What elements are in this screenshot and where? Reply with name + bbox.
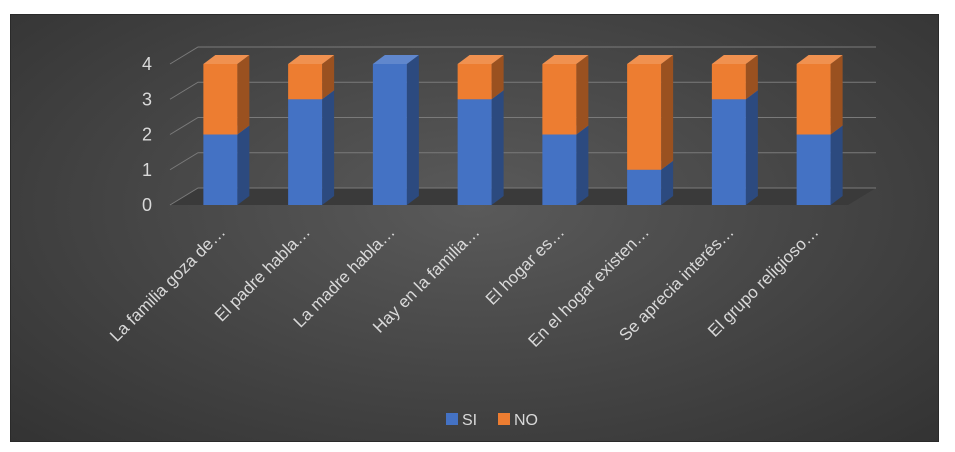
- bar-top-no: [288, 55, 335, 64]
- bar-side-si: [661, 160, 674, 205]
- bar-top-no: [457, 55, 504, 64]
- gridline: [169, 117, 876, 135]
- x-tick-label: El hogar es…: [482, 222, 568, 308]
- bar-side-si: [237, 125, 250, 205]
- bar-side-si: [745, 90, 758, 205]
- bar-segment-si: [796, 134, 831, 205]
- bar-top-no: [711, 55, 758, 64]
- bar-segment-no: [542, 64, 577, 135]
- bar-side-no: [237, 55, 250, 135]
- plot-floor: [170, 188, 876, 205]
- bar-top-si: [372, 55, 419, 64]
- bar-segment-no: [203, 64, 238, 135]
- bar-segment-si: [372, 64, 407, 205]
- legend-label-si: SI: [462, 412, 477, 429]
- bar-segment-si: [457, 99, 492, 205]
- y-tick-label: 2: [142, 125, 152, 145]
- bar-side-no: [745, 55, 758, 100]
- y-tick-label: 4: [142, 54, 152, 74]
- x-tick-label: La familia goza de…: [106, 222, 229, 345]
- bar-top-no: [796, 55, 843, 64]
- bar-side-si: [322, 90, 335, 205]
- bar-side-si: [406, 55, 419, 205]
- gridline: [169, 46, 876, 65]
- bar-side-si: [576, 125, 589, 205]
- bar-side-no: [830, 55, 843, 135]
- bar-segment-no: [796, 64, 831, 135]
- bar-side-no: [661, 55, 674, 170]
- bar-segment-si: [288, 99, 323, 205]
- y-tick-label: 0: [142, 195, 152, 215]
- bar-segment-no: [627, 64, 662, 170]
- bar-side-no: [491, 55, 504, 100]
- bar-side-no: [576, 55, 589, 135]
- legend-swatch-si: [446, 413, 458, 425]
- bar-segment-no: [457, 64, 492, 100]
- gridline: [169, 152, 876, 171]
- bar-segment-si: [627, 169, 662, 205]
- legend-swatch-no: [498, 413, 510, 425]
- bar-side-no: [322, 55, 335, 100]
- bar-segment-si: [203, 134, 238, 205]
- legend-label-no: NO: [514, 412, 538, 429]
- bar-top-no: [627, 55, 674, 64]
- bar-segment-si: [542, 134, 577, 205]
- gridline: [169, 81, 876, 100]
- bar-side-si: [491, 90, 504, 205]
- bar-top-no: [542, 55, 589, 64]
- bar-top-no: [203, 55, 250, 64]
- bar-segment-no: [711, 64, 746, 100]
- y-tick-label: 1: [142, 160, 152, 180]
- y-tick-label: 3: [142, 89, 152, 109]
- bar-side-si: [830, 125, 843, 205]
- bar-segment-no: [288, 64, 323, 100]
- bar-segment-si: [711, 99, 746, 205]
